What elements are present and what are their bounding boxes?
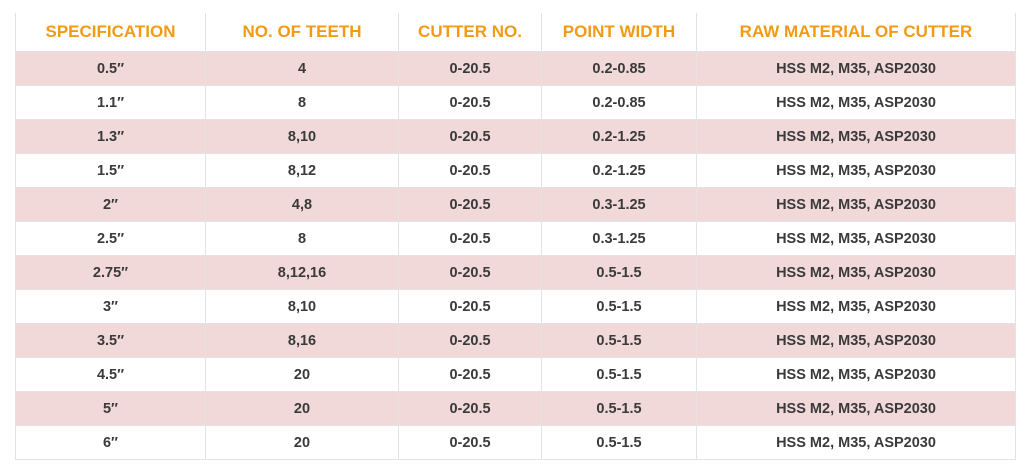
- cutter-no-cell: 0-20.5: [398, 153, 542, 188]
- teeth-cell: 8,12: [205, 153, 399, 188]
- teeth-cell: 8,10: [205, 289, 399, 324]
- table-row: 3″ 8,10 0-20.5 0.5-1.5 HSS M2, M35, ASP2030: [15, 289, 1016, 324]
- point-width-cell: 0.3-1.25: [541, 187, 697, 222]
- cutter-no-cell: 0-20.5: [398, 289, 542, 324]
- specification-cell: 6″: [15, 425, 206, 460]
- specification-cell: 1.3″: [15, 119, 206, 154]
- point-width-cell: 0.2-0.85: [541, 51, 697, 86]
- raw-material-cell: HSS M2, M35, ASP2030: [696, 85, 1016, 120]
- raw-material-cell: HSS M2, M35, ASP2030: [696, 357, 1016, 392]
- specification-cell: 2.5″: [15, 221, 206, 256]
- raw-material-cell: HSS M2, M35, ASP2030: [696, 51, 1016, 86]
- spec-table: SPECIFICATION NO. OF TEETH CUTTER NO. PO…: [15, 13, 1016, 460]
- cutter-no-cell: 0-20.5: [398, 119, 542, 154]
- table-row: 2.75″ 8,12,16 0-20.5 0.5-1.5 HSS M2, M35, AS…: [15, 255, 1016, 290]
- table-row: 1.3″ 8,10 0-20.5 0.2-1.25 HSS M2, M35, ASP20…: [15, 119, 1016, 154]
- point-width-cell: 0.5-1.5: [541, 323, 697, 358]
- specification-cell: 1.1″: [15, 85, 206, 120]
- header-no-of-teeth: NO. OF TEETH: [205, 13, 399, 52]
- header-row: SPECIFICATION NO. OF TEETH CUTTER NO. PO…: [15, 13, 1016, 52]
- teeth-cell: 8,12,16: [205, 255, 399, 290]
- point-width-cell: 0.2-1.25: [541, 119, 697, 154]
- table-header: SPECIFICATION NO. OF TEETH CUTTER NO. PO…: [15, 13, 1016, 52]
- teeth-cell: 20: [205, 425, 399, 460]
- cutter-no-cell: 0-20.5: [398, 255, 542, 290]
- teeth-cell: 8,16: [205, 323, 399, 358]
- table-row: 6″ 20 0-20.5 0.5-1.5 HSS M2, M35, ASP2030: [15, 425, 1016, 460]
- cutter-no-cell: 0-20.5: [398, 391, 542, 426]
- teeth-cell: 8: [205, 85, 399, 120]
- specification-cell: 4.5″: [15, 357, 206, 392]
- teeth-cell: 8: [205, 221, 399, 256]
- header-point-width: POINT WIDTH: [541, 13, 697, 52]
- table-row: 4.5″ 20 0-20.5 0.5-1.5 HSS M2, M35, ASP2030: [15, 357, 1016, 392]
- raw-material-cell: HSS M2, M35, ASP2030: [696, 255, 1016, 290]
- raw-material-cell: HSS M2, M35, ASP2030: [696, 187, 1016, 222]
- raw-material-cell: HSS M2, M35, ASP2030: [696, 153, 1016, 188]
- teeth-cell: 8,10: [205, 119, 399, 154]
- specification-cell: 0.5″: [15, 51, 206, 86]
- table-row: 3.5″ 8,16 0-20.5 0.5-1.5 HSS M2, M35, ASP203…: [15, 323, 1016, 358]
- spec-table-container: SPECIFICATION NO. OF TEETH CUTTER NO. PO…: [15, 13, 1016, 460]
- point-width-cell: 0.2-1.25: [541, 153, 697, 188]
- teeth-cell: 20: [205, 357, 399, 392]
- cutter-no-cell: 0-20.5: [398, 221, 542, 256]
- point-width-cell: 0.5-1.5: [541, 255, 697, 290]
- teeth-cell: 4,8: [205, 187, 399, 222]
- cutter-no-cell: 0-20.5: [398, 357, 542, 392]
- cutter-no-cell: 0-20.5: [398, 323, 542, 358]
- table-row: 1.1″ 8 0-20.5 0.2-0.85 HSS M2, M35, ASP2030: [15, 85, 1016, 120]
- raw-material-cell: HSS M2, M35, ASP2030: [696, 289, 1016, 324]
- point-width-cell: 0.2-0.85: [541, 85, 697, 120]
- point-width-cell: 0.5-1.5: [541, 289, 697, 324]
- specification-cell: 2″: [15, 187, 206, 222]
- raw-material-cell: HSS M2, M35, ASP2030: [696, 323, 1016, 358]
- raw-material-cell: HSS M2, M35, ASP2030: [696, 221, 1016, 256]
- table-row: 5″ 20 0-20.5 0.5-1.5 HSS M2, M35, ASP2030: [15, 391, 1016, 426]
- point-width-cell: 0.3-1.25: [541, 221, 697, 256]
- point-width-cell: 0.5-1.5: [541, 391, 697, 426]
- table-body: 0.5″ 4 0-20.5 0.2-0.85 HSS M2, M35, ASP2030 1…: [15, 51, 1016, 460]
- cutter-no-cell: 0-20.5: [398, 51, 542, 86]
- specification-cell: 2.75″: [15, 255, 206, 290]
- header-specification: SPECIFICATION: [15, 13, 206, 52]
- table-row: 1.5″ 8,12 0-20.5 0.2-1.25 HSS M2, M35, ASP20…: [15, 153, 1016, 188]
- point-width-cell: 0.5-1.5: [541, 357, 697, 392]
- cutter-no-cell: 0-20.5: [398, 85, 542, 120]
- teeth-cell: 4: [205, 51, 399, 86]
- header-cutter-no: CUTTER NO.: [398, 13, 542, 52]
- specification-cell: 3.5″: [15, 323, 206, 358]
- teeth-cell: 20: [205, 391, 399, 426]
- specification-cell: 1.5″: [15, 153, 206, 188]
- cutter-no-cell: 0-20.5: [398, 187, 542, 222]
- header-raw-material: RAW MATERIAL OF CUTTER: [696, 13, 1016, 52]
- table-row: 2.5″ 8 0-20.5 0.3-1.25 HSS M2, M35, ASP2030: [15, 221, 1016, 256]
- raw-material-cell: HSS M2, M35, ASP2030: [696, 119, 1016, 154]
- specification-cell: 3″: [15, 289, 206, 324]
- specification-cell: 5″: [15, 391, 206, 426]
- table-row: 0.5″ 4 0-20.5 0.2-0.85 HSS M2, M35, ASP2030: [15, 51, 1016, 86]
- table-row: 2″ 4,8 0-20.5 0.3-1.25 HSS M2, M35, ASP2030: [15, 187, 1016, 222]
- point-width-cell: 0.5-1.5: [541, 425, 697, 460]
- cutter-no-cell: 0-20.5: [398, 425, 542, 460]
- raw-material-cell: HSS M2, M35, ASP2030: [696, 391, 1016, 426]
- raw-material-cell: HSS M2, M35, ASP2030: [696, 425, 1016, 460]
